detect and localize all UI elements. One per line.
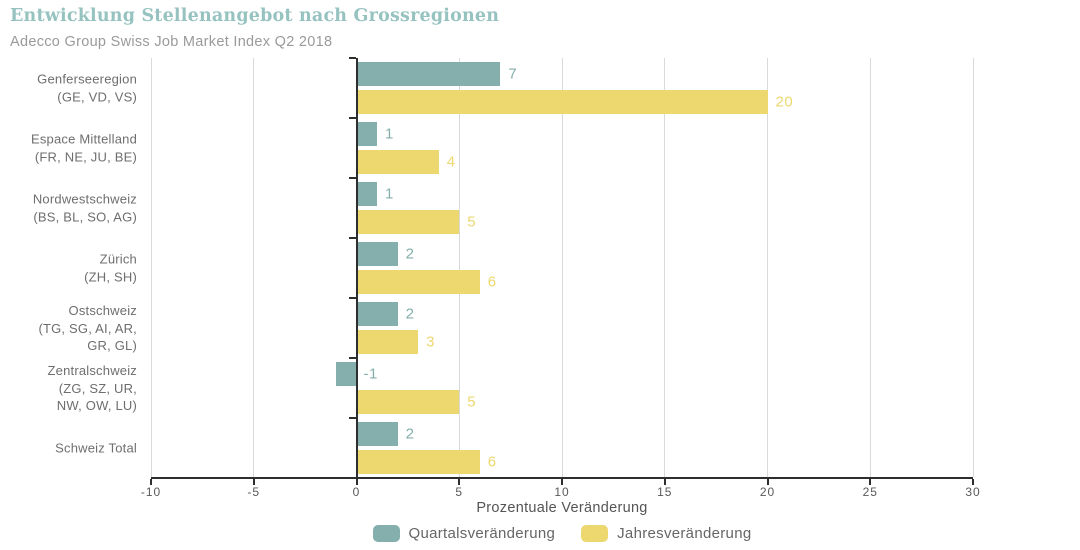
legend-item-quartalsveränderung: Quartalsveränderung	[372, 525, 556, 542]
category-label-line: (ZH, SH)	[84, 269, 137, 284]
x-tick-label--10: -10	[140, 485, 162, 499]
x-axis-tick-5	[458, 479, 461, 485]
bar-value-quartalsveränderung-3: 2	[405, 245, 415, 263]
bar-value-quartalsveränderung-1: 1	[385, 125, 394, 143]
legend-swatch-icon	[581, 525, 609, 542]
legend-swatch-icon	[372, 525, 400, 542]
bar-value-quartalsveränderung-5: -1	[363, 365, 378, 383]
chart-title: Entwicklung Stellenangebot nach Grossreg…	[10, 6, 500, 26]
x-axis-tick-20	[766, 479, 769, 485]
category-tick-4	[348, 297, 356, 299]
category-label-line: (ZG, SZ, UR,	[58, 380, 137, 396]
bar-value-jahresveränderung-6: 6	[487, 453, 497, 471]
category-label-3: Zürich (ZH, SH)	[5, 251, 137, 286]
bar-quartalsveränderung-6	[356, 422, 398, 446]
category-label-0: Genferseeregion (GE, VD, VS)	[5, 71, 137, 106]
bar-value-jahresveränderung-5: 5	[467, 393, 477, 411]
bar-value-jahresveränderung-2: 5	[467, 213, 477, 231]
category-label-line: Ostschweiz	[68, 302, 137, 318]
category-label-line: Zürich	[99, 251, 137, 267]
bar-quartalsveränderung-3	[356, 242, 398, 266]
x-axis-title: Prozentuale Veränderung	[476, 500, 648, 516]
gridline-x-15	[664, 58, 666, 477]
category-label-line: Espace Mittelland	[30, 131, 137, 147]
bar-value-quartalsveränderung-2: 1	[385, 185, 394, 203]
x-tick-label-15: 15	[657, 485, 673, 499]
bar-value-jahresveränderung-1: 4	[446, 153, 456, 171]
legend-label: Quartalsveränderung	[408, 525, 556, 542]
gridline-x-5	[458, 58, 460, 477]
category-label-4: Ostschweiz (TG, SG, AI, AR, GR, GL)	[5, 302, 137, 355]
bar-quartalsveränderung-0	[356, 62, 501, 86]
bar-jahresveränderung-3	[356, 270, 480, 294]
bar-value-quartalsveränderung-4: 2	[405, 305, 415, 323]
bar-quartalsveränderung-1	[356, 122, 378, 146]
gridline-x-30	[972, 58, 974, 477]
x-tick-label--5: -5	[247, 485, 261, 499]
x-tick-label-0: 0	[352, 485, 361, 499]
gridline-x-25	[869, 58, 871, 477]
category-tick-1	[348, 117, 356, 119]
zero-axis-line	[355, 58, 358, 477]
category-label-6: Schweiz Total	[5, 439, 137, 457]
bar-jahresveränderung-4	[356, 330, 419, 354]
category-label-line: Genferseeregion	[37, 71, 137, 87]
category-label-line: Nordwestschweiz	[32, 191, 137, 207]
category-label-5: Zentralschweiz (ZG, SZ, UR, NW, OW, LU)	[5, 362, 137, 415]
chart-subtitle: Adecco Group Swiss Job Market Index Q2 2…	[10, 34, 333, 50]
x-axis-line	[151, 477, 973, 479]
bar-quartalsveränderung-5	[335, 362, 357, 386]
bar-jahresveränderung-6	[356, 450, 480, 474]
category-tick-6	[348, 417, 356, 419]
category-tick-2	[348, 177, 356, 179]
category-tick-0	[348, 57, 356, 59]
x-axis-tick-25	[869, 479, 872, 485]
x-tick-label-30: 30	[965, 485, 981, 499]
bar-value-jahresveränderung-3: 6	[487, 273, 497, 291]
bar-value-quartalsveränderung-6: 2	[405, 425, 415, 443]
bar-quartalsveränderung-2	[356, 182, 378, 206]
x-tick-label-5: 5	[455, 485, 464, 499]
category-tick-5	[348, 357, 356, 359]
legend-item-jahresveränderung: Jahresveränderung	[581, 525, 751, 542]
gridline-x--5	[253, 58, 255, 477]
x-axis-tick-0	[355, 479, 358, 485]
x-tick-label-25: 25	[862, 485, 878, 499]
bar-quartalsveränderung-4	[356, 302, 398, 326]
legend-label: Jahresveränderung	[617, 525, 752, 542]
category-label-line: Schweiz Total	[55, 440, 137, 456]
category-label-line: Zentralschweiz	[47, 362, 137, 378]
bar-jahresveränderung-0	[356, 90, 768, 114]
category-label-line: GR, GL)	[87, 337, 137, 353]
gridline-x-10	[561, 58, 563, 477]
bar-value-jahresveränderung-0: 20	[775, 93, 794, 111]
x-axis-tick--10	[150, 479, 152, 485]
x-axis-tick--5	[252, 479, 255, 485]
bar-value-quartalsveränderung-0: 7	[508, 65, 518, 83]
category-label-1: Espace Mittelland (FR, NE, JU, BE)	[5, 131, 137, 166]
category-label-line: (TG, SG, AI, AR,	[38, 320, 137, 336]
category-label-line: (GE, VD, VS)	[57, 89, 137, 104]
x-axis-tick-15	[663, 479, 666, 485]
legend: Quartalsveränderung Jahresveränderung	[151, 525, 973, 542]
bar-jahresveränderung-2	[356, 210, 460, 234]
category-tick-3	[348, 237, 356, 239]
x-tick-label-10: 10	[554, 485, 570, 499]
bar-jahresveränderung-1	[356, 150, 439, 174]
bar-jahresveränderung-5	[356, 390, 460, 414]
gridline-x--10	[150, 58, 152, 477]
bar-value-jahresveränderung-4: 3	[426, 333, 435, 351]
x-axis-tick-30	[972, 479, 974, 485]
x-tick-label-20: 20	[759, 485, 776, 499]
category-label-line: (FR, NE, JU, BE)	[34, 149, 137, 164]
category-label-line: NW, OW, LU)	[56, 397, 137, 413]
category-label-line: (BS, BL, SO, AG)	[33, 209, 137, 224]
gridline-x-20	[767, 58, 768, 477]
category-label-2: Nordwestschweiz (BS, BL, SO, AG)	[5, 191, 137, 226]
x-axis-tick-10	[561, 479, 563, 485]
